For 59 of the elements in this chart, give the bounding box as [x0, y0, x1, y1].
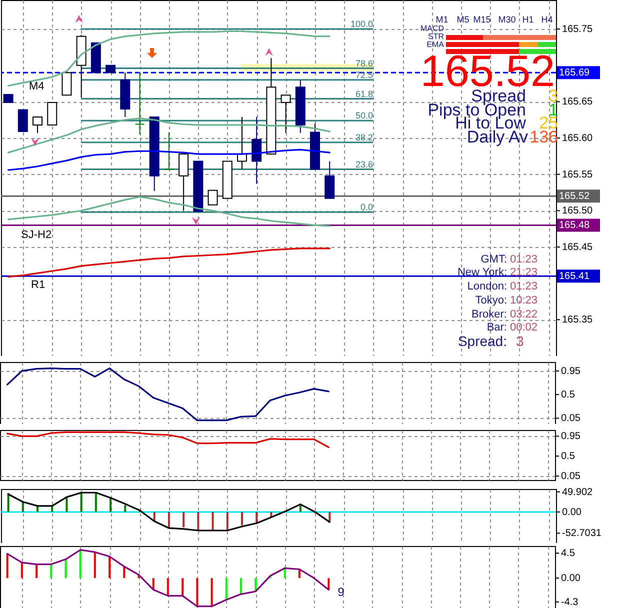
y-tick-label: 165.50 — [562, 206, 594, 217]
y-tick-label: -52.7031 — [562, 528, 602, 540]
annotation: M5 — [456, 14, 470, 24]
annotation: 9 — [338, 585, 344, 599]
ref-line-label: 165.52 — [559, 191, 590, 202]
annotation: 61.8 — [355, 88, 373, 99]
annotation: 72.5 — [355, 70, 373, 80]
annotation: EMA — [426, 40, 444, 49]
annotation: 100.0 — [350, 19, 373, 30]
y-tick-label: 165.55 — [562, 169, 594, 180]
annotation: H4 — [541, 14, 553, 24]
annotation: New York: — [457, 266, 507, 278]
annotation: 3 — [516, 333, 524, 349]
annotation: Daily Av — [466, 128, 528, 146]
ref-line-label: 165.48 — [559, 220, 590, 232]
y-tick-label: 49.902 — [562, 486, 594, 498]
y-tick-label: 0.00 — [561, 573, 581, 584]
y-tick-label: 0.05 — [561, 413, 581, 424]
annotation: 03:22 — [510, 308, 538, 320]
annotation: 78.6 — [355, 58, 373, 68]
annotation: 10:23 — [510, 294, 538, 306]
annotation: Broker: — [472, 308, 507, 320]
ref-line-label: 165.69 — [559, 68, 590, 79]
y-tick-label: -4.3 — [561, 596, 579, 608]
annotation: 01:23 — [510, 280, 538, 292]
annotation: 38.2 — [355, 132, 373, 142]
y-tick-label: 165.45 — [562, 242, 594, 254]
annotation: M1 — [436, 14, 448, 24]
y-tick-label: 0.5 — [561, 390, 576, 401]
y-tick-label: 4.5 — [561, 548, 576, 560]
y-tick-label: 165.35 — [562, 314, 594, 326]
annotation: London: — [467, 280, 507, 292]
annotation: Spread: — [458, 333, 507, 349]
annotation: 0.0 — [360, 202, 373, 212]
annotation: M4 — [29, 80, 44, 93]
annotation: M15 — [473, 14, 491, 24]
annotation: 21:23 — [510, 266, 538, 278]
y-tick-label: 165.75 — [562, 24, 594, 36]
ref-line-label: 165.41 — [559, 271, 590, 282]
annotation: SJ-H2 — [21, 229, 52, 242]
y-tick-label: 0.00 — [562, 506, 582, 518]
y-tick-label: 0.95 — [561, 431, 581, 442]
annotation: 23.6 — [355, 159, 373, 170]
annotation: H1 — [522, 14, 534, 24]
annotation: Tokyo: — [475, 294, 507, 306]
annotation: 00:02 — [510, 322, 538, 334]
annotation: 50.0 — [355, 110, 373, 121]
annotation: 01:23 — [510, 254, 538, 266]
annotation: R1 — [31, 279, 46, 292]
y-tick-label: 165.60 — [562, 133, 594, 144]
annotation: Bar: — [486, 322, 507, 334]
annotation: STR — [428, 32, 444, 41]
y-tick-label: 0.5 — [561, 451, 576, 462]
annotation: M30 — [498, 14, 516, 24]
y-tick-label: 165.65 — [562, 96, 594, 108]
annotation: GMT: — [480, 254, 507, 266]
y-tick-label: 0.05 — [561, 471, 581, 482]
annotation: MACD — [420, 24, 444, 33]
y-tick-label: 0.95 — [561, 366, 581, 377]
